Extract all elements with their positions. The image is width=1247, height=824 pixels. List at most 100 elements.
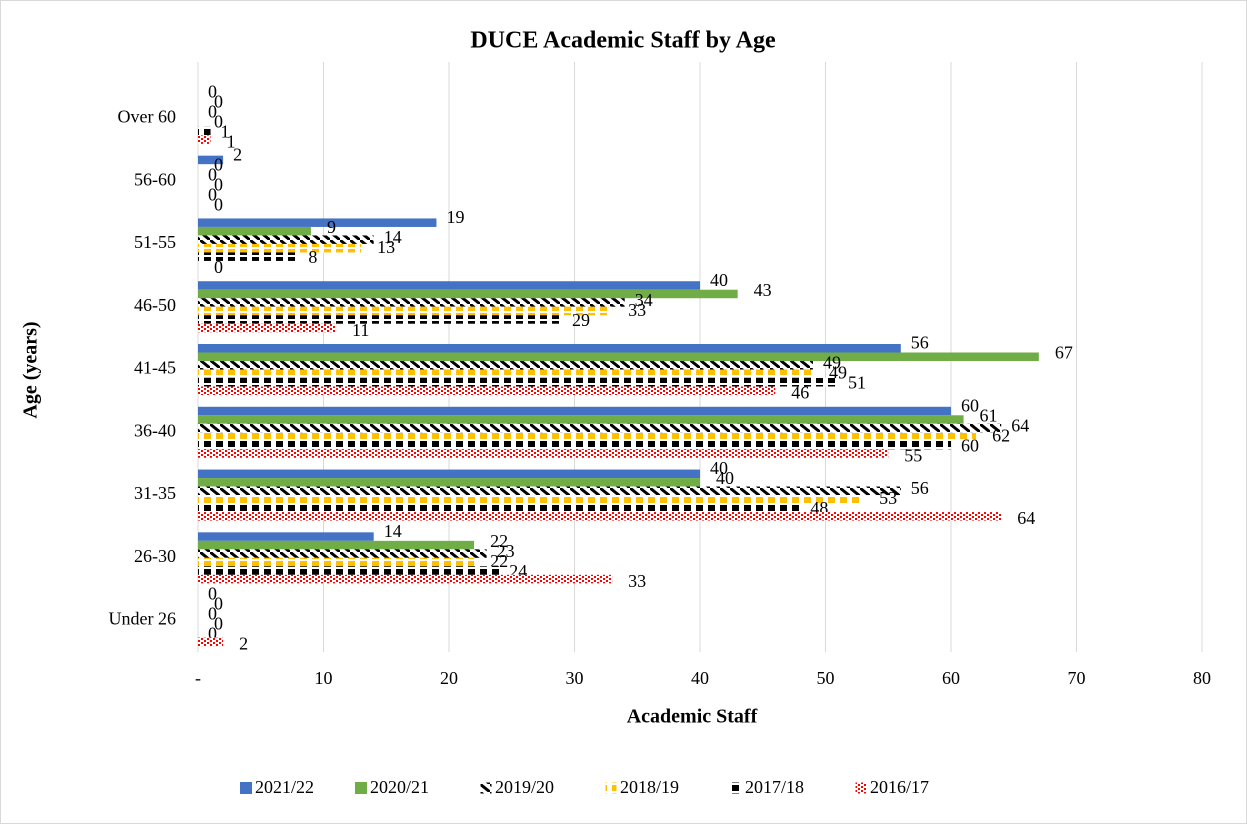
- legend-label: 2019/20: [495, 777, 554, 797]
- value-label: 51: [848, 373, 866, 393]
- value-label: 49: [829, 363, 847, 383]
- value-label: 9: [327, 217, 336, 237]
- legend-label: 2016/17: [870, 777, 929, 797]
- bar: [198, 386, 776, 395]
- value-label: 40: [710, 270, 728, 290]
- value-label: 49: [823, 353, 841, 373]
- bar: [198, 432, 977, 441]
- value-label: 0: [208, 102, 217, 122]
- bar: [198, 298, 625, 307]
- legend-swatch: [355, 782, 367, 794]
- bar: [198, 423, 1002, 433]
- x-tick-label: 40: [691, 668, 709, 688]
- value-label: 40: [710, 458, 728, 478]
- y-tick-label: 56-60: [134, 169, 176, 189]
- bar: [198, 549, 487, 558]
- legend-swatch: [854, 781, 868, 795]
- bar: [198, 495, 864, 504]
- value-label: 60: [961, 435, 979, 455]
- bar: [198, 135, 211, 144]
- bar: [198, 469, 700, 479]
- value-label: 46: [791, 383, 809, 403]
- bar: [198, 406, 951, 416]
- bar: [198, 218, 437, 227]
- bar: [198, 557, 475, 567]
- value-label: 33: [628, 571, 646, 591]
- value-label: 0: [214, 194, 223, 214]
- value-label: 0: [214, 614, 223, 634]
- bar: [198, 243, 362, 253]
- value-label: 2: [239, 634, 248, 654]
- value-label: 22: [490, 531, 508, 551]
- x-tick-label: -: [195, 668, 201, 688]
- y-tick-label: 46-50: [134, 295, 176, 315]
- value-label: 0: [214, 594, 223, 614]
- legend-swatch: [240, 782, 252, 794]
- chart-title: DUCE Academic Staff by Age: [470, 28, 776, 54]
- value-label: 23: [497, 541, 515, 561]
- value-label: 43: [754, 280, 772, 300]
- value-label: 34: [635, 290, 653, 310]
- bar: [198, 540, 475, 550]
- y-tick-label: 51-55: [134, 232, 176, 252]
- value-label: 14: [384, 227, 402, 247]
- y-tick-label: Over 60: [118, 107, 176, 127]
- bar: [198, 532, 374, 541]
- value-label: 0: [214, 92, 223, 112]
- value-label: 2: [233, 144, 242, 164]
- value-label: 0: [214, 112, 223, 132]
- value-label: 0: [208, 624, 217, 644]
- y-tick-label: 36-40: [134, 420, 176, 440]
- bar: [198, 352, 1039, 361]
- value-label: 19: [446, 207, 464, 227]
- value-label: 22: [490, 551, 508, 571]
- value-label: 33: [628, 300, 646, 320]
- bar: [198, 226, 311, 236]
- legend-swatch: [604, 781, 618, 795]
- value-label: 29: [572, 310, 590, 330]
- x-tick-label: 60: [942, 668, 960, 688]
- bar: [198, 252, 299, 261]
- value-label: 55: [904, 445, 922, 465]
- y-axis-title: Age (years): [20, 321, 42, 418]
- bar: [198, 378, 839, 387]
- bar: [198, 566, 500, 575]
- legend-label: 2018/19: [620, 777, 679, 797]
- bar: [198, 155, 224, 165]
- legend-swatch: [479, 781, 493, 795]
- y-tick-label: Under 26: [109, 609, 176, 629]
- value-label: 11: [352, 320, 369, 340]
- value-label: 1: [227, 132, 236, 152]
- legend-label: 2020/21: [370, 777, 429, 797]
- value-label: 8: [308, 247, 317, 267]
- value-label: 0: [208, 604, 217, 624]
- value-label: 64: [1011, 415, 1029, 435]
- y-tick-label: 26-30: [134, 546, 176, 566]
- value-label: 0: [214, 257, 223, 277]
- bar: [198, 503, 801, 513]
- value-label: 0: [214, 174, 223, 194]
- value-label: 40: [716, 468, 734, 488]
- value-label: 0: [214, 154, 223, 174]
- bar: [198, 289, 738, 299]
- bar: [198, 235, 374, 244]
- bar: [198, 361, 813, 370]
- bar: [198, 344, 901, 353]
- bar: [198, 478, 700, 487]
- value-label: 64: [1017, 508, 1035, 528]
- bar: [198, 323, 337, 333]
- value-label: 56: [911, 333, 929, 353]
- x-tick-label: 80: [1193, 668, 1211, 688]
- x-axis-title: Academic Staff: [627, 706, 758, 728]
- value-label: 0: [208, 584, 217, 604]
- x-tick-label: 70: [1068, 668, 1086, 688]
- x-tick-label: 50: [817, 668, 835, 688]
- y-tick-label: 31-35: [134, 483, 176, 503]
- value-label: 0: [208, 164, 217, 184]
- value-label: 13: [377, 237, 395, 257]
- x-tick-label: 30: [566, 668, 584, 688]
- bar: [198, 281, 700, 290]
- value-label: 62: [992, 425, 1010, 445]
- value-label: 0: [208, 82, 217, 102]
